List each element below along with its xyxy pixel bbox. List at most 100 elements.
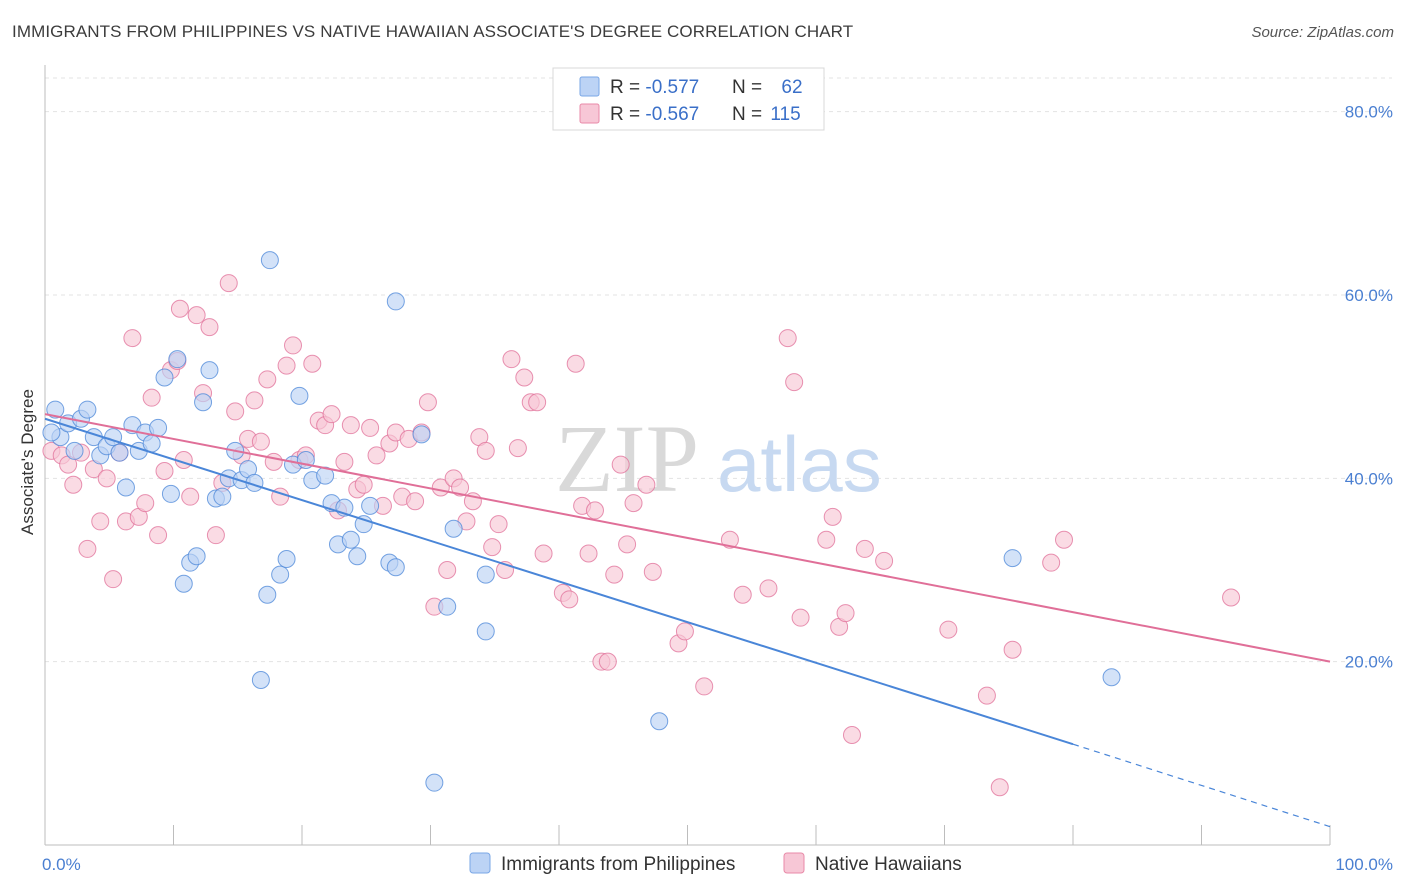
data-point — [65, 441, 84, 460]
data-point — [361, 418, 380, 437]
data-point — [643, 562, 662, 581]
data-point — [219, 274, 238, 293]
series-native-hawaiians — [42, 274, 1241, 797]
data-point — [123, 329, 142, 348]
data-point — [354, 475, 373, 494]
data-point — [155, 368, 174, 387]
data-point — [1003, 549, 1022, 568]
data-point — [97, 469, 116, 488]
data-point — [438, 597, 457, 616]
legend-swatch-philippines-bottom — [469, 852, 491, 874]
data-point — [104, 570, 123, 589]
data-point — [476, 441, 495, 460]
data-point — [136, 494, 155, 513]
data-point — [1222, 588, 1241, 607]
data-point — [611, 455, 630, 474]
data-point — [778, 329, 797, 348]
data-point — [251, 432, 270, 451]
y-tick-label: 80.0% — [1345, 103, 1393, 122]
data-point — [823, 507, 842, 526]
data-point — [785, 373, 804, 392]
data-point — [733, 585, 752, 604]
svg-text:R = -0.567: R = -0.567 — [610, 104, 699, 125]
data-point — [650, 712, 669, 731]
trend-line — [44, 417, 1074, 746]
legend-row-hawaiians: R = -0.567 N = 115 — [579, 103, 801, 125]
data-point — [322, 405, 341, 424]
legend-swatch-hawaiians-bottom — [783, 852, 805, 874]
source-credit: Source: ZipAtlas.com — [1251, 24, 1394, 41]
legend-n-label: N = — [732, 104, 767, 125]
data-point — [502, 350, 521, 369]
data-point — [213, 487, 232, 506]
legend-r-label: R = — [610, 104, 645, 125]
trend-line-extension — [1072, 743, 1331, 828]
data-point — [1102, 668, 1121, 687]
data-point — [341, 416, 360, 435]
data-point — [316, 466, 335, 485]
data-point — [271, 565, 290, 584]
data-point — [303, 354, 322, 373]
data-point — [341, 530, 360, 549]
data-point — [438, 561, 457, 579]
data-point — [245, 391, 264, 410]
data-point — [277, 356, 296, 375]
data-point — [695, 677, 714, 696]
y-tick-label: 20.0% — [1345, 653, 1393, 672]
data-point — [855, 539, 874, 558]
data-point — [155, 462, 174, 480]
data-point — [720, 530, 739, 549]
data-point — [939, 620, 958, 639]
x-tick-label: 100.0% — [1335, 855, 1393, 874]
series-immigrants-philippines — [42, 251, 1121, 792]
data-point — [675, 622, 694, 641]
data-point — [170, 299, 189, 318]
data-point — [367, 446, 386, 465]
data-point — [258, 585, 277, 604]
trend-lines — [44, 413, 1331, 828]
data-point — [142, 434, 161, 453]
data-point — [260, 251, 279, 270]
data-point — [508, 439, 527, 458]
data-point — [406, 492, 425, 511]
data-point — [476, 622, 495, 641]
data-point — [348, 547, 367, 566]
data-point — [842, 726, 861, 744]
watermark-atlas: atlas — [717, 420, 882, 508]
data-point — [354, 515, 373, 534]
data-point — [264, 452, 283, 471]
data-point — [817, 530, 836, 549]
data-point — [335, 452, 354, 471]
data-point — [489, 515, 508, 534]
data-point — [206, 526, 225, 545]
data-point — [637, 475, 656, 494]
data-point — [1055, 530, 1074, 549]
data-point — [161, 484, 180, 503]
data-point — [444, 519, 463, 538]
data-point — [528, 393, 547, 412]
chart-title: IMMIGRANTS FROM PHILIPPINES VS NATIVE HA… — [12, 22, 854, 41]
data-point — [42, 423, 61, 442]
data-point — [875, 551, 894, 570]
data-point — [425, 773, 444, 792]
data-point — [412, 425, 431, 444]
data-point — [46, 400, 65, 419]
data-point — [618, 535, 637, 554]
data-point — [585, 501, 604, 520]
data-point — [277, 550, 296, 568]
trend-line — [44, 413, 1331, 663]
data-point — [534, 544, 553, 563]
svg-text:N = 115: N = 115 — [732, 104, 801, 125]
data-point — [187, 306, 206, 325]
data-point — [598, 652, 617, 671]
data-point — [515, 368, 534, 387]
svg-text:N = 62: N = 62 — [732, 77, 803, 98]
data-point — [181, 487, 200, 506]
data-point — [174, 574, 193, 593]
data-point — [78, 400, 97, 419]
series-legend: Immigrants from Philippines Native Hawai… — [469, 852, 962, 875]
data-point — [791, 608, 810, 627]
data-point — [91, 512, 110, 531]
legend-r-label: R = — [610, 77, 645, 98]
data-point — [1003, 640, 1022, 659]
